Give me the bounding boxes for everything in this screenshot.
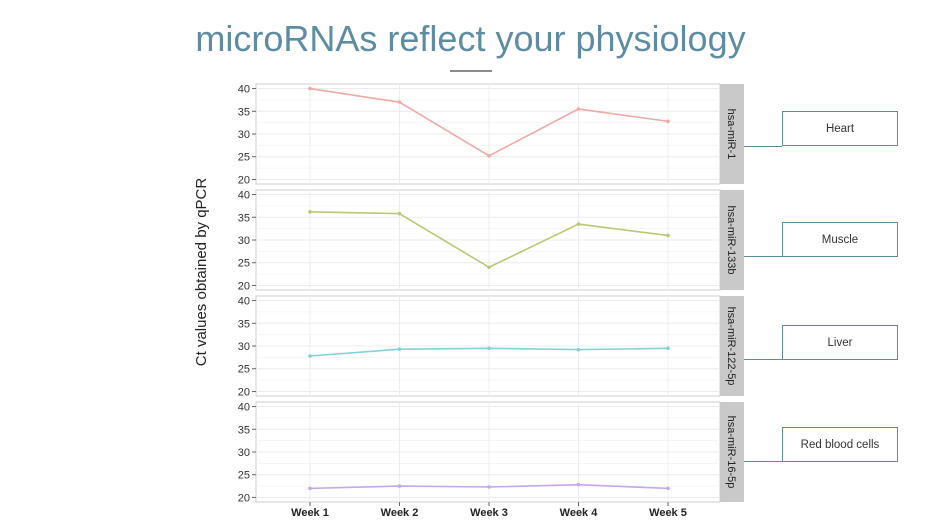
callout-connector-muscle — [744, 256, 782, 257]
y-tick-label: 30 — [238, 235, 250, 247]
callout-heart: Heart — [782, 111, 898, 146]
y-tick-label: 25 — [238, 470, 250, 482]
facet-strip — [720, 402, 744, 502]
data-point — [666, 486, 670, 491]
facet-strip-label: hsa-miR-16-5p — [725, 416, 737, 489]
y-tick-label: 30 — [238, 341, 250, 353]
y-axis-label: Ct values obtained by qPCR — [193, 178, 210, 367]
data-point — [576, 222, 581, 226]
y-tick-label: 30 — [238, 447, 250, 459]
facet-strip-label: hsa-miR-133b — [725, 205, 737, 274]
x-tick-label: Week 5 — [649, 507, 687, 519]
y-tick-label: 30 — [238, 129, 250, 141]
data-point — [487, 265, 491, 270]
y-tick-label: 35 — [238, 212, 250, 224]
x-tick-label: Week 2 — [381, 507, 419, 519]
callout-red-blood-cells: Red blood cells — [782, 427, 898, 462]
y-tick-label: 20 — [238, 174, 250, 186]
y-tick-label: 40 — [238, 402, 250, 414]
x-tick-label: Week 1 — [291, 507, 329, 519]
y-tick-label: 25 — [238, 364, 250, 376]
data-point — [308, 354, 312, 358]
facet-strip-label: hsa-miR-1 — [725, 109, 737, 160]
data-point — [576, 107, 581, 111]
data-point — [666, 233, 670, 238]
facet-strip-label: hsa-miR-122-5p — [725, 307, 737, 386]
y-tick-label: 40 — [238, 84, 250, 96]
data-point — [397, 211, 402, 216]
y-tick-label: 25 — [238, 258, 250, 270]
y-tick-label: 25 — [238, 152, 250, 164]
y-tick-label: 20 — [238, 492, 250, 504]
callout-connector-liver — [744, 359, 782, 360]
data-point — [397, 100, 402, 104]
data-point — [308, 86, 312, 91]
x-tick-label: Week 3 — [470, 507, 508, 519]
data-point — [308, 486, 312, 491]
facet-strip — [720, 296, 744, 396]
callout-connector-heart — [744, 146, 782, 147]
y-tick-label: 40 — [238, 296, 250, 308]
y-tick-label: 35 — [238, 106, 250, 118]
callout-connector-red-blood-cells — [744, 461, 782, 462]
y-tick-label: 20 — [238, 280, 250, 292]
data-point — [666, 119, 670, 124]
y-tick-label: 40 — [238, 190, 250, 202]
data-point — [487, 485, 491, 489]
data-point — [576, 347, 581, 352]
facet-strip — [720, 190, 744, 290]
data-point — [397, 484, 402, 488]
title-underline — [450, 70, 492, 72]
data-point — [576, 482, 581, 487]
callout-liver: Liver — [782, 325, 898, 360]
callout-muscle: Muscle — [782, 222, 898, 257]
data-point — [397, 347, 402, 351]
y-tick-label: 35 — [238, 424, 250, 436]
y-tick-label: 20 — [238, 386, 250, 398]
slide-title: microRNAs reflect your physiology — [195, 18, 746, 59]
data-point — [487, 154, 491, 158]
data-point — [666, 346, 670, 351]
y-tick-label: 35 — [238, 318, 250, 330]
data-point — [487, 346, 491, 351]
data-point — [308, 210, 312, 214]
facet-strip — [720, 84, 744, 184]
x-tick-label: Week 4 — [560, 507, 599, 519]
